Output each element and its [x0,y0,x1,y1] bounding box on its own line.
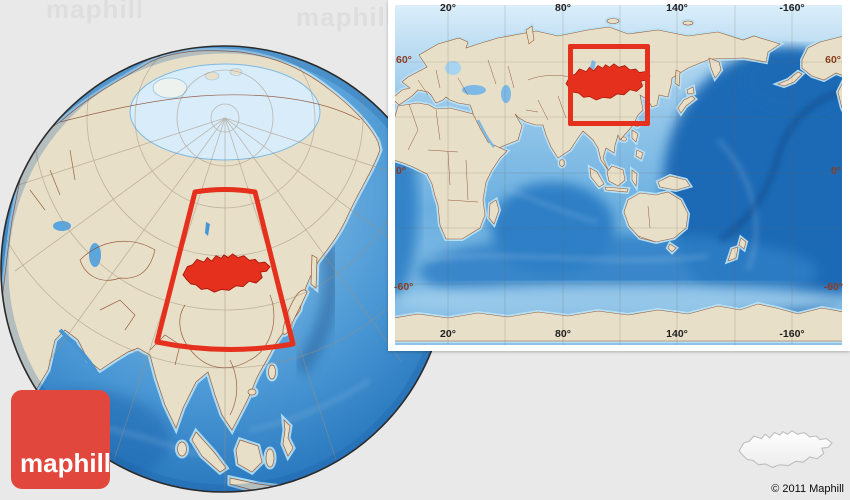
lat-label-left: 0° [396,165,407,177]
maphill-watermark: maphill [46,0,145,24]
lon-label-bottom: 140° [666,328,688,340]
maphill-logo[interactable]: maphill [11,390,112,489]
lat-label-left: -60° [394,281,414,293]
lat-label-right: 60° [825,54,841,66]
lon-label-top: 80° [555,2,571,14]
lon-label-bottom: -160° [779,328,805,340]
lon-label-top: -160° [779,2,805,14]
globe-locator-frame [154,187,296,352]
copyright-text: © 2011 Maphill [771,483,844,495]
lat-label-left: 60° [396,54,412,66]
inset-locator-rectangle [568,44,650,126]
lat-label-right: 0° [830,165,841,177]
inset-graticule [395,5,842,345]
maphill-logo-text: maphill [20,448,112,478]
lon-label-top: 20° [440,2,456,14]
mongolia-outline-icon [738,430,833,468]
lon-label-bottom: 20° [440,328,456,340]
lon-label-bottom: 80° [555,328,571,340]
maphill-watermark: maphill [296,2,395,32]
inset-world-map[interactable]: 20° 80° 140° -160° 20° 80° 140° -160° 60… [388,0,850,351]
lat-label-right: -60° [823,281,843,293]
globe-country-borders [29,94,361,416]
lon-label-top: 140° [666,2,688,14]
